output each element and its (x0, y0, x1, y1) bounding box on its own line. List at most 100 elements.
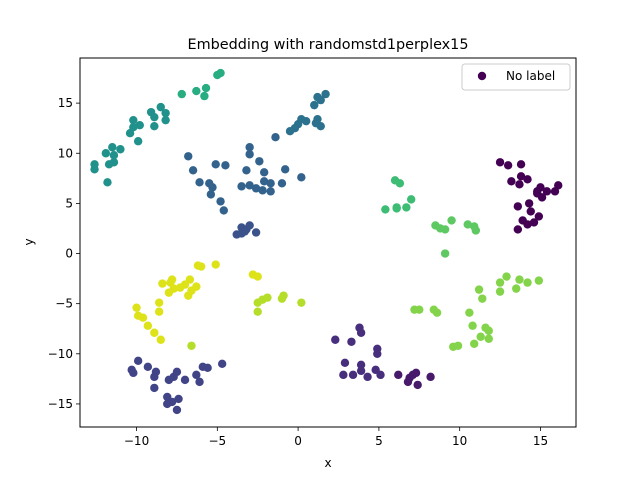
data-point (109, 151, 119, 160)
data-point (263, 293, 272, 302)
data-point (529, 218, 539, 227)
data-point (313, 92, 322, 102)
data-point (192, 282, 201, 291)
data-point (266, 179, 275, 188)
x-tick-label: 0 (294, 434, 302, 448)
data-point (516, 160, 526, 169)
data-point (402, 203, 411, 212)
data-point (129, 115, 138, 125)
data-point (271, 133, 280, 142)
data-point (138, 313, 148, 322)
data-point (515, 275, 524, 284)
data-point (196, 262, 206, 271)
points-layer (90, 68, 563, 415)
data-point (297, 114, 306, 124)
data-point (154, 298, 164, 307)
data-point (285, 127, 295, 136)
chart-title: Embedding with randomstd1perplex15 (187, 37, 468, 53)
data-point (258, 186, 267, 195)
data-point (187, 341, 196, 350)
data-point (340, 358, 350, 368)
data-point (495, 158, 505, 167)
data-point (132, 303, 141, 312)
legend-box (461, 63, 571, 91)
x-tick-label: −10 (124, 434, 149, 448)
data-point (266, 187, 275, 196)
data-point (339, 370, 348, 380)
data-point (463, 220, 472, 229)
data-point (158, 279, 167, 288)
data-point (534, 276, 544, 285)
data-point (143, 362, 153, 372)
data-point (513, 225, 523, 234)
data-point (347, 337, 356, 346)
data-point (534, 212, 544, 221)
data-point (221, 161, 230, 170)
data-point (356, 328, 366, 337)
data-point (297, 298, 306, 307)
data-point (394, 370, 403, 380)
data-point (277, 179, 287, 188)
data-point (253, 272, 262, 281)
y-tick-label: −5 (55, 297, 73, 311)
data-point (245, 221, 254, 230)
data-point (203, 363, 212, 373)
data-point (280, 165, 290, 174)
data-point (245, 181, 254, 190)
data-point (154, 307, 164, 316)
y-axis: −15 −10 −5 0 5 10 15 (48, 96, 80, 411)
data-point (101, 149, 111, 158)
data-point (426, 372, 435, 382)
y-tick-label: 0 (65, 247, 73, 261)
legend-marker (477, 71, 487, 81)
data-point (150, 112, 159, 122)
plot-frame (79, 57, 577, 428)
data-point (103, 178, 112, 187)
data-point (161, 108, 170, 118)
data-point (259, 168, 269, 177)
data-point (216, 68, 225, 78)
data-point (373, 349, 382, 358)
data-point (415, 305, 424, 314)
data-point (150, 121, 159, 131)
data-point (156, 335, 165, 344)
data-point (523, 220, 532, 229)
data-point (195, 178, 204, 187)
data-point (478, 294, 487, 303)
y-tick-label: −10 (48, 347, 73, 361)
data-point (523, 278, 532, 287)
data-point (150, 383, 159, 393)
data-point (185, 275, 195, 284)
data-point (211, 260, 220, 269)
data-point (440, 249, 450, 258)
data-point (348, 370, 358, 380)
x-tick-label: 10 (452, 434, 467, 448)
data-point (526, 207, 535, 216)
y-tick-label: −15 (48, 397, 73, 411)
data-point (156, 102, 165, 112)
data-point (313, 114, 322, 124)
data-point (524, 199, 534, 208)
x-tick-label: 5 (375, 434, 383, 448)
data-point (205, 179, 214, 188)
data-point (245, 143, 254, 152)
x-axis: −10 −5 0 5 10 15 (124, 427, 548, 448)
data-point (200, 91, 209, 101)
data-point (255, 157, 264, 166)
data-point (321, 89, 330, 99)
data-point (216, 197, 225, 206)
data-point (554, 181, 563, 190)
data-point (184, 291, 193, 300)
data-point (90, 160, 99, 169)
data-point (513, 202, 523, 211)
data-point (206, 190, 216, 199)
data-point (174, 394, 183, 404)
data-point (484, 326, 493, 335)
data-point (180, 375, 190, 385)
data-point (135, 120, 144, 130)
data-point (542, 187, 552, 196)
data-point (237, 182, 246, 191)
data-point (253, 307, 262, 316)
data-point (495, 278, 505, 287)
data-point (172, 405, 182, 415)
